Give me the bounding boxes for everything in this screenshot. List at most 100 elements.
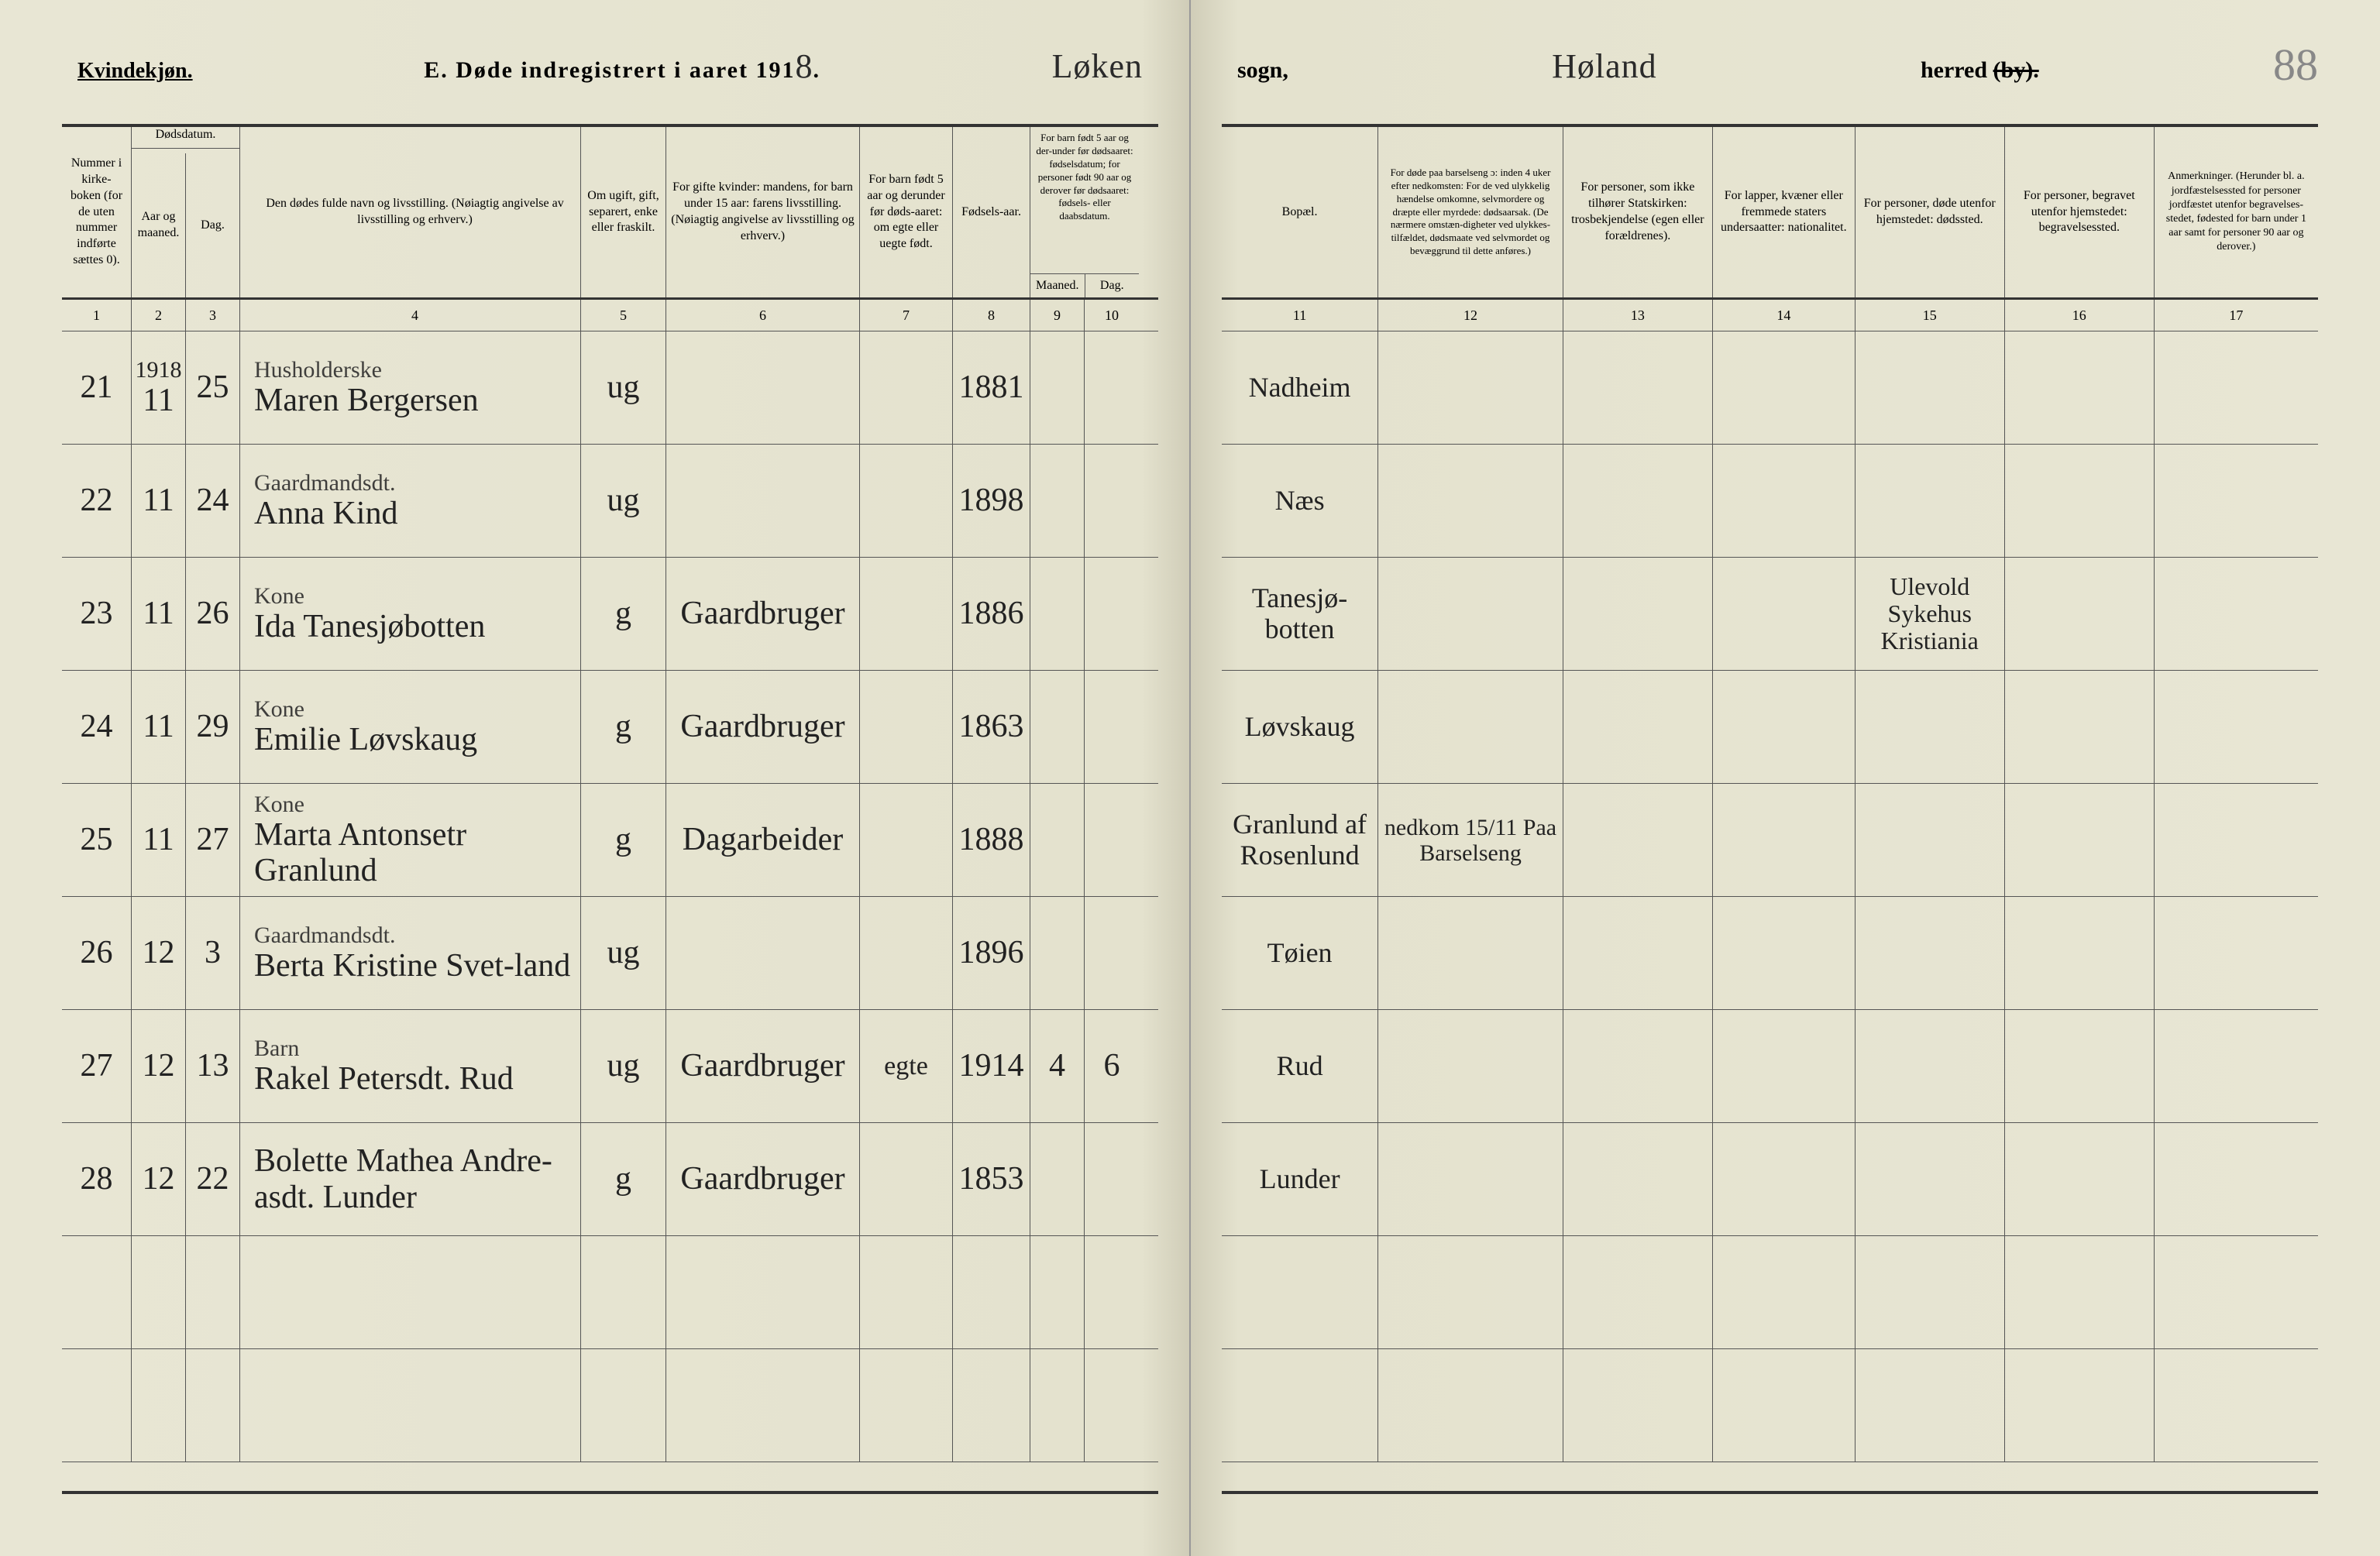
- cell-status: g: [581, 1123, 666, 1235]
- cell-legit: [860, 1236, 953, 1348]
- page-number: 88: [2273, 39, 2318, 91]
- cell-deathplace: Ulevold Sykehus Kristiania: [1856, 558, 2005, 670]
- cell-deathplace: [1856, 671, 2005, 783]
- cell-spouse-occ: Gaardbruger: [666, 1123, 860, 1235]
- table-row: Nadheim: [1222, 331, 2318, 445]
- year-handwritten: 8: [795, 47, 813, 85]
- cell-day: 27: [186, 784, 240, 896]
- cell-bmonth: 4: [1030, 1010, 1085, 1122]
- cell-burialplace: [2005, 1349, 2155, 1462]
- cell-birthyear: 1881: [953, 331, 1030, 444]
- cell-status: ug: [581, 897, 666, 1009]
- left-header: Kvindekjøn. E. Døde indregistrert i aare…: [77, 46, 1143, 86]
- right-page: sogn, Høland herred (by). 88 Bopæl. For …: [1191, 0, 2380, 1556]
- cell-name: Barn Rakel Petersdt. Rud: [240, 1010, 581, 1122]
- cell-deathplace: [1856, 784, 2005, 896]
- cell-faith: [1563, 897, 1713, 1009]
- cell-birthyear: [953, 1236, 1030, 1348]
- cell-spouse-occ: [666, 1349, 860, 1462]
- cell-bday: [1085, 445, 1139, 557]
- cell-name: Kone Emilie Løvskaug: [240, 671, 581, 783]
- cell-status: [581, 1349, 666, 1462]
- cell-residence: Granlund af Rosenlund: [1222, 784, 1378, 896]
- cell-num: 27: [62, 1010, 132, 1122]
- cell-legit: [860, 1349, 953, 1462]
- cell-cause: [1378, 671, 1563, 783]
- cell-bmonth: [1030, 784, 1085, 896]
- cell-day: 29: [186, 671, 240, 783]
- left-data-rows: 21 1918 11 25 Husholderske Maren Bergers…: [62, 331, 1158, 1462]
- cell-bday: [1085, 784, 1139, 896]
- cell-residence: Tøien: [1222, 897, 1378, 1009]
- cell-nationality: [1713, 671, 1856, 783]
- cell-legit: [860, 331, 953, 444]
- cell-birthyear: [953, 1349, 1030, 1462]
- herred-name: Høland: [1552, 46, 1657, 86]
- cell-remarks: [2155, 1236, 2318, 1348]
- cell-legit: [860, 784, 953, 896]
- cell-birthyear: 1863: [953, 671, 1030, 783]
- cell-residence: Næs: [1222, 445, 1378, 557]
- cell-deathplace: [1856, 1349, 2005, 1462]
- cell-nationality: [1713, 445, 1856, 557]
- left-page: Kvindekjøn. E. Døde indregistrert i aare…: [0, 0, 1191, 1556]
- col-header-9-10-group: For barn født 5 aar og der-under før død…: [1030, 127, 1139, 297]
- cell-burialplace: [2005, 671, 2155, 783]
- cell-burialplace: [2005, 445, 2155, 557]
- cell-spouse-occ: Gaardbruger: [666, 671, 860, 783]
- col-header-11: Bopæl.: [1222, 127, 1378, 297]
- cell-cause: [1378, 1349, 1563, 1462]
- cell-remarks: [2155, 1123, 2318, 1235]
- cell-deathplace: [1856, 331, 2005, 444]
- cell-cause: [1378, 1236, 1563, 1348]
- cell-faith: [1563, 671, 1713, 783]
- col-header-2-3-group: Dødsdatum. Aar og maaned. Dag.: [132, 127, 240, 297]
- table-row: Granlund af Rosenlund nedkom 15/11 Paa B…: [1222, 784, 2318, 897]
- cell-name: Gaardmandsdt. Berta Kristine Svet-land: [240, 897, 581, 1009]
- cell-cause: [1378, 1010, 1563, 1122]
- cell-nationality: [1713, 331, 1856, 444]
- col-header-5: Om ugift, gift, separert, enke eller fra…: [581, 127, 666, 297]
- cell-bday: [1085, 1123, 1139, 1235]
- cell-deathplace: [1856, 445, 2005, 557]
- cell-name: [240, 1349, 581, 1462]
- cell-birthyear: 1898: [953, 445, 1030, 557]
- cell-residence: Rud: [1222, 1010, 1378, 1122]
- cell-cause: nedkom 15/11 Paa Barselseng: [1378, 784, 1563, 896]
- cell-remarks: [2155, 671, 2318, 783]
- cell-month: 12: [132, 1123, 186, 1235]
- cell-spouse-occ: [666, 445, 860, 557]
- cell-num: 23: [62, 558, 132, 670]
- cell-faith: [1563, 331, 1713, 444]
- cell-remarks: [2155, 897, 2318, 1009]
- right-table: Bopæl. For døde paa barselseng ɔ: inden …: [1222, 124, 2318, 1494]
- cell-month: 12: [132, 1010, 186, 1122]
- cell-bmonth: [1030, 558, 1085, 670]
- table-row: Løvskaug: [1222, 671, 2318, 784]
- cell-legit: [860, 558, 953, 670]
- col-header-16: For personer, begravet utenfor hjemstede…: [2005, 127, 2155, 297]
- cell-faith: [1563, 784, 1713, 896]
- cell-cause: [1378, 558, 1563, 670]
- cell-num: [62, 1349, 132, 1462]
- cell-residence: [1222, 1349, 1378, 1462]
- table-row: Næs: [1222, 445, 2318, 558]
- cell-status: ug: [581, 1010, 666, 1122]
- cell-month: 11: [132, 558, 186, 670]
- cell-burialplace: [2005, 1123, 2155, 1235]
- cell-bday: 6: [1085, 1010, 1139, 1122]
- cell-burialplace: [2005, 331, 2155, 444]
- cell-deathplace: [1856, 1123, 2005, 1235]
- cell-spouse-occ: [666, 897, 860, 1009]
- cell-nationality: [1713, 1349, 1856, 1462]
- cell-day: 26: [186, 558, 240, 670]
- cell-burialplace: [2005, 558, 2155, 670]
- cell-num: 21: [62, 331, 132, 444]
- table-row: 22 11 24 Gaardmandsdt. Anna Kind ug 1898: [62, 445, 1158, 558]
- cell-bmonth: [1030, 1123, 1085, 1235]
- cell-name: Kone Marta Antonsetr Granlund: [240, 784, 581, 896]
- table-row: 28 12 22 Bolette Mathea Andre-asdt. Lund…: [62, 1123, 1158, 1236]
- cell-bmonth: [1030, 1349, 1085, 1462]
- col-header-8: Fødsels-aar.: [953, 127, 1030, 297]
- table-row: 25 11 27 Kone Marta Antonsetr Granlund g…: [62, 784, 1158, 897]
